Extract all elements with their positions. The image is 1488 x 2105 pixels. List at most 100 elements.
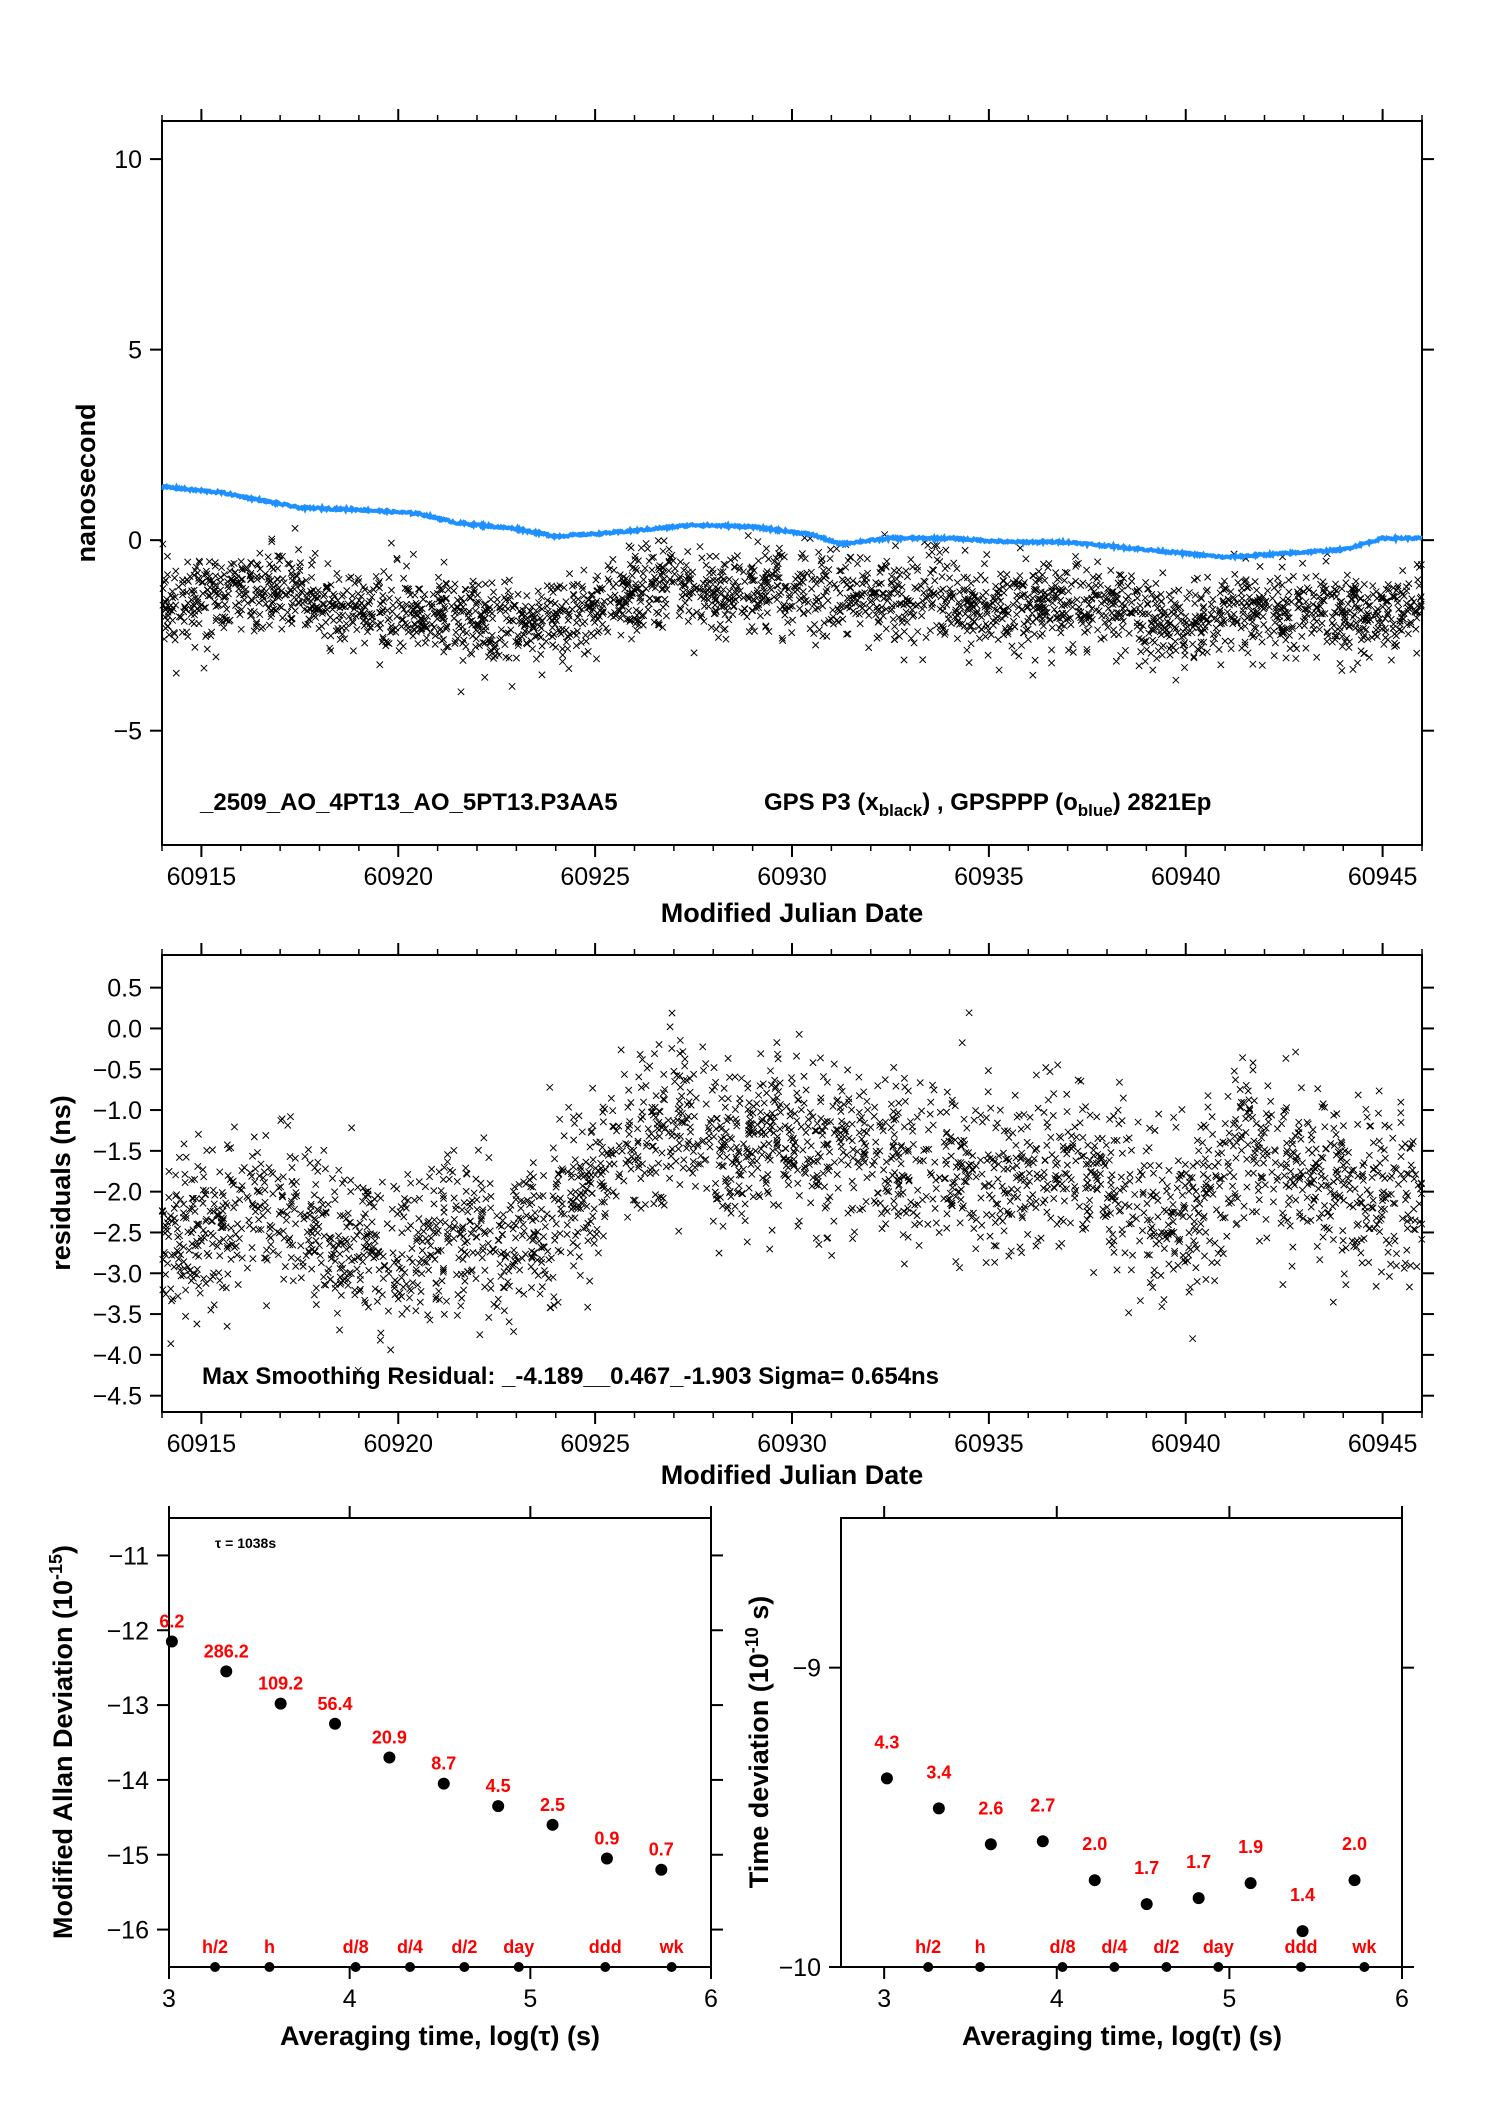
p3-point (572, 631, 581, 639)
p3-point (431, 632, 439, 640)
p3-point (366, 597, 374, 605)
p3-point (457, 688, 465, 696)
residual-point (1262, 1215, 1270, 1223)
residual-point (833, 1170, 841, 1179)
residual-point (1201, 1155, 1209, 1163)
p3-point (639, 569, 647, 577)
residual-point (1329, 1202, 1337, 1210)
residual-point (1000, 1127, 1008, 1135)
residual-point (1135, 1176, 1143, 1184)
residual-point (712, 1078, 720, 1086)
residual-point (1409, 1137, 1417, 1146)
p3-point (162, 624, 170, 632)
residual-point (1288, 1262, 1296, 1270)
residual-point (161, 1270, 170, 1278)
p3-point (1179, 632, 1188, 640)
residual-point (1110, 1136, 1118, 1144)
residual-point (209, 1186, 217, 1194)
p3-point (895, 613, 903, 621)
residual-point (984, 1067, 992, 1075)
p3-point (262, 600, 270, 608)
p3-point (1136, 601, 1144, 610)
p3-point (639, 576, 648, 584)
p3-point (677, 605, 685, 613)
p3-point (918, 612, 926, 620)
residual-point (659, 1194, 667, 1202)
residual-point (1291, 1181, 1299, 1189)
residual-point (887, 1124, 895, 1132)
residual-point (1299, 1214, 1307, 1222)
p3-point (399, 616, 407, 624)
residual-point (1289, 1140, 1297, 1148)
residual-point (269, 1190, 277, 1198)
p3-point (200, 664, 208, 672)
residual-point (1071, 1194, 1079, 1202)
residual-point (881, 1076, 889, 1084)
residual-point (1165, 1166, 1173, 1175)
p3-point (1172, 676, 1180, 684)
p3-point (1057, 629, 1065, 637)
residual-point (195, 1282, 203, 1290)
phase-y-tick-label: −5 (113, 718, 142, 746)
p3-point (1336, 659, 1344, 667)
p3-point (160, 635, 168, 643)
residual-point (1213, 1258, 1221, 1267)
p3-point (1137, 648, 1145, 656)
p3-point (999, 583, 1007, 591)
p3-point (1333, 609, 1341, 617)
p3-point (1349, 665, 1357, 673)
p3-point (1417, 593, 1425, 601)
p3-point (1251, 597, 1259, 605)
p3-point (1294, 597, 1302, 605)
p3-point (1250, 624, 1258, 632)
residual-point (1205, 1146, 1213, 1154)
residual-point (848, 1177, 856, 1185)
p3-point (1215, 645, 1223, 653)
p3-point (1126, 609, 1134, 617)
p3-point (1352, 577, 1360, 585)
p3-point (288, 619, 296, 628)
residual-point (384, 1307, 393, 1315)
residual-point (1230, 1173, 1238, 1181)
residual-point (768, 1226, 776, 1234)
p3-point (1285, 588, 1293, 596)
p3-point (688, 611, 697, 619)
p3-point (797, 553, 805, 561)
p3-point (211, 598, 219, 606)
residual-point (476, 1331, 484, 1339)
p3-point (1392, 632, 1400, 640)
residual-point (453, 1311, 461, 1319)
residual-point (453, 1271, 461, 1279)
p3-point (1141, 657, 1149, 665)
p3-point (1331, 608, 1339, 616)
p3-point (1258, 638, 1266, 646)
residual-point (180, 1243, 188, 1251)
p3-point (1079, 579, 1087, 587)
residual-point (991, 1218, 999, 1227)
p3-point (1221, 637, 1229, 645)
p3-point (442, 580, 450, 588)
residual-point (929, 1081, 937, 1089)
residual-point (649, 1142, 657, 1150)
p3-point (826, 546, 835, 554)
residual-point (1059, 1185, 1067, 1193)
p3-point (926, 569, 935, 577)
p3-point (587, 629, 595, 637)
residual-point (1221, 1119, 1229, 1128)
residual-point (462, 1187, 470, 1195)
residual-point (1192, 1264, 1200, 1272)
residual-point (689, 1169, 697, 1177)
p3-point (1364, 593, 1372, 601)
residual-point (1174, 1261, 1182, 1269)
residual-point (757, 1050, 765, 1058)
p3-point (472, 598, 480, 606)
residual-point (526, 1170, 534, 1178)
p3-point (532, 655, 540, 663)
residual-point (251, 1165, 259, 1173)
residual-point (686, 1088, 694, 1096)
residual-point (958, 1039, 966, 1047)
p3-point (421, 639, 429, 647)
p3-point (580, 566, 588, 574)
p3-point (1133, 594, 1141, 602)
residual-point (1149, 1169, 1158, 1177)
